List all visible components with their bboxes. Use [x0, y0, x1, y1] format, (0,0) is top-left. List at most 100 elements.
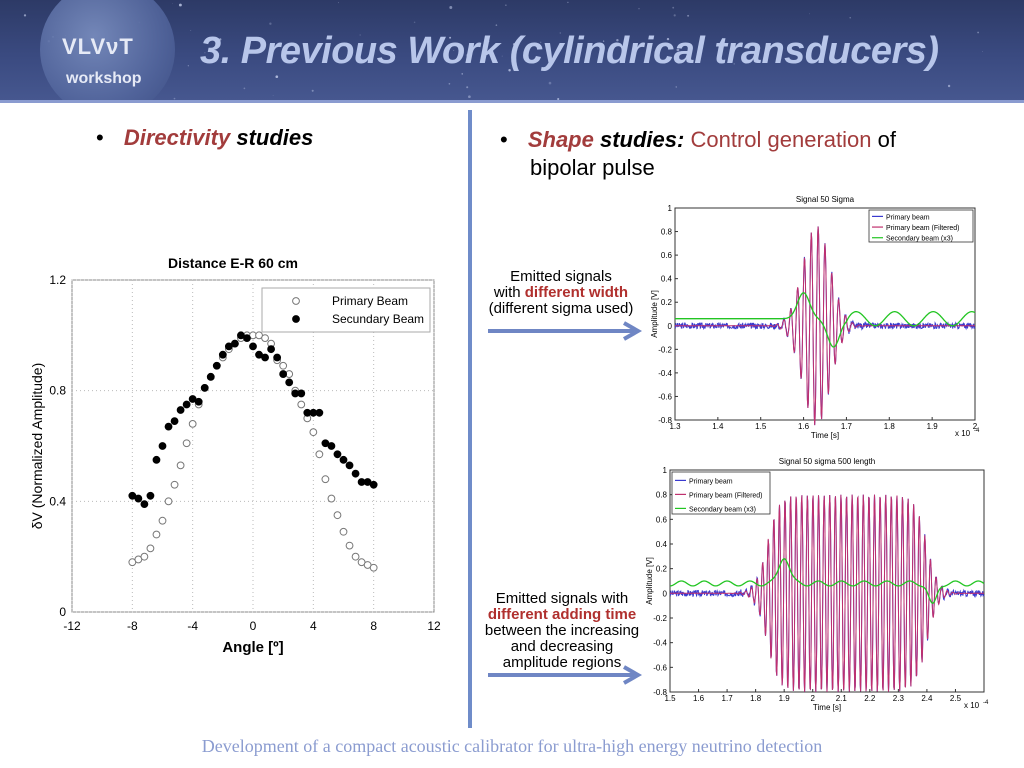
- note-line: with different width: [478, 285, 644, 301]
- star: [508, 69, 511, 72]
- directivity-chart: -12 -8 -4 0 4 8 12 0 0.4 0.8 1.2 Distance E-R 60 cm…: [29, 255, 441, 656]
- star: [567, 1, 569, 4]
- x-tick-label: 1.5: [755, 422, 767, 431]
- star: [548, 81, 552, 85]
- logo-title: VLVνT: [62, 34, 134, 59]
- secundary-beam-point: [351, 469, 360, 478]
- star: [311, 89, 314, 92]
- x-tick-label: 4: [310, 619, 317, 633]
- bullet-dot: •: [96, 125, 104, 150]
- star: [676, 48, 680, 52]
- x-tick-label: 1.4: [712, 422, 724, 431]
- star: [540, 41, 542, 43]
- primary-beam-point: [315, 450, 324, 459]
- primary-beam-line: [674, 226, 976, 426]
- note-line: Emitted signals with: [495, 590, 629, 607]
- secundary-beam-point: [327, 442, 336, 450]
- secundary-beam-point: [297, 389, 306, 398]
- chart-title: Signal 50 Sigma: [796, 195, 855, 204]
- x-tick-label: 2: [973, 422, 978, 431]
- note-line: different adding time: [477, 607, 647, 623]
- star: [559, 32, 561, 34]
- secundary-beam-point: [345, 461, 354, 470]
- x-tick-label: 1.6: [798, 422, 810, 431]
- legend-label: Secundary Beam: [332, 312, 424, 326]
- x-axis-exponent: -4: [983, 700, 989, 706]
- star: [461, 73, 463, 75]
- y-tick-label: 1: [663, 466, 668, 475]
- star: [190, 30, 192, 31]
- x-axis-multiplier: x 10: [964, 701, 980, 710]
- y-tick-label: -0.2: [658, 345, 672, 354]
- note-adding-time: Emitted signals with different adding ti…: [477, 591, 647, 671]
- star: [915, 56, 916, 58]
- y-tick-label: 0.8: [656, 491, 668, 500]
- star: [243, 87, 246, 90]
- secundary-beam-point: [140, 500, 149, 509]
- y-tick-label: 0.8: [49, 384, 66, 398]
- y-axis-label: Amplitude [V]: [645, 557, 654, 605]
- of-text: of: [877, 127, 896, 152]
- workshop-logo-globe: [40, 0, 175, 100]
- x-tick-label: 1.6: [693, 694, 705, 703]
- x-axis-label: Time [s]: [811, 431, 839, 440]
- bullet-dot: •: [500, 127, 508, 152]
- star: [666, 37, 670, 41]
- note-line: and decreasing: [510, 638, 614, 655]
- y-tick-label: 0.4: [656, 540, 668, 549]
- x-tick-label: 2.5: [950, 694, 962, 703]
- secundary-beam-point: [158, 442, 167, 450]
- note-text: with: [493, 284, 525, 301]
- star: [269, 22, 272, 25]
- star: [449, 6, 453, 9]
- slide-title: 3. Previous Work (cylindrical transducer…: [200, 30, 939, 72]
- studies-word: studies: [599, 127, 678, 152]
- secundary-beam-point: [212, 361, 221, 370]
- x-tick-label: 1.8: [750, 694, 762, 703]
- shape-word: Shape: [527, 127, 594, 152]
- legend-label: Primary beam (Filtered): [886, 225, 960, 232]
- secondary-beam-line: [670, 558, 985, 604]
- x-axis-multiplier: x 10: [955, 429, 971, 438]
- y-tick-label: 0: [59, 605, 66, 619]
- x-tick-label: 12: [427, 619, 441, 633]
- primary-beam-point: [309, 428, 318, 437]
- studies-word: studies: [236, 125, 314, 150]
- star: [178, 3, 182, 7]
- colon: :: [677, 127, 685, 152]
- star: [672, 6, 675, 9]
- y-tick-label: -0.8: [658, 416, 672, 425]
- x-tick-label: -12: [63, 619, 81, 633]
- chart-title: Distance E-R 60 cm: [168, 255, 298, 271]
- primary-beam-point: [339, 527, 348, 536]
- primary-beam-point: [321, 475, 330, 484]
- star: [428, 53, 431, 57]
- star: [187, 65, 189, 67]
- y-tick-label: 0.4: [49, 494, 66, 508]
- primary-beam-point: [345, 541, 354, 550]
- primary-beam-point: [351, 552, 360, 561]
- primary-beam-point: [176, 461, 185, 470]
- star: [219, 38, 222, 41]
- secundary-beam-point: [194, 397, 203, 406]
- x-tick-label: -8: [127, 619, 138, 633]
- x-axis-label: Time [s]: [813, 703, 841, 712]
- x-tick-label: 2.1: [836, 694, 848, 703]
- header-divider: [0, 100, 1024, 103]
- note-highlight: different width: [524, 284, 629, 301]
- y-axis-label: δV (Normalized Amplitude): [29, 363, 45, 530]
- legend-box: [671, 471, 771, 515]
- note-line: Emitted signals: [510, 268, 612, 285]
- star: [359, 34, 361, 36]
- shape-bullet: • Shape studies: Control generation of b…: [500, 127, 1000, 181]
- bipolar-pulse-text: bipolar pulse: [530, 155, 655, 180]
- secundary-beam-point: [182, 400, 191, 409]
- secundary-beam-point: [249, 342, 257, 351]
- primary-beam-point: [170, 480, 179, 489]
- primary-beam-point: [188, 419, 197, 428]
- legend-box: [868, 209, 974, 243]
- star: [275, 75, 279, 79]
- star: [449, 36, 452, 39]
- secundary-beam-point: [279, 370, 288, 378]
- y-tick-label: -0.2: [653, 614, 667, 623]
